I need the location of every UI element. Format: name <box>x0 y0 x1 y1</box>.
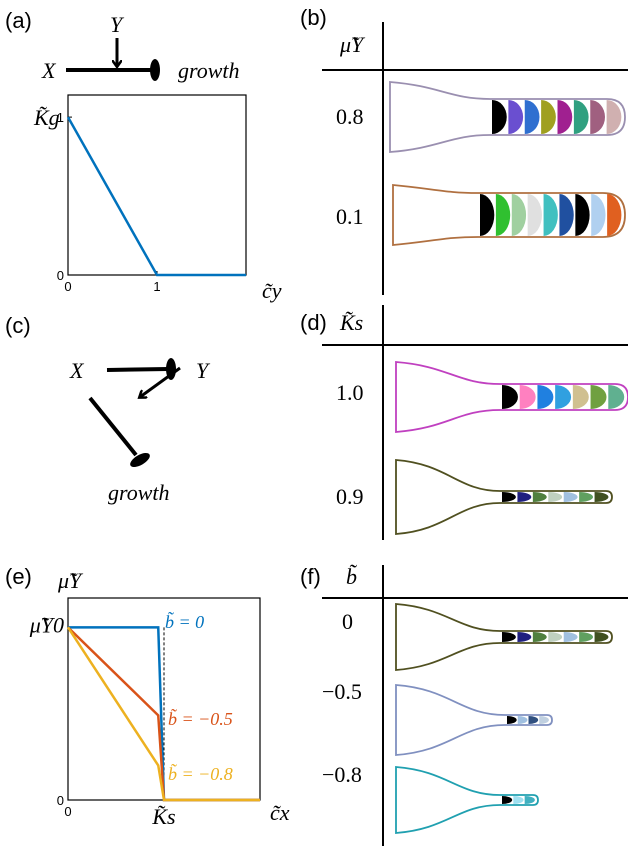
colony-band <box>608 385 625 409</box>
panel-label: (f) <box>300 564 321 589</box>
colony-band <box>517 492 532 502</box>
colony-band <box>511 194 527 236</box>
x-tick-label: 1 <box>153 279 160 294</box>
colony-outline <box>395 684 553 756</box>
panel-label: (c) <box>5 313 31 338</box>
colony-band <box>502 632 516 642</box>
colony-band <box>539 716 549 724</box>
colony-band <box>524 100 540 134</box>
x-tick-label: K̃s <box>151 804 175 829</box>
colony-band <box>572 385 589 409</box>
x-tick-label: 0 <box>64 279 71 294</box>
column-header: μ̃Y <box>339 32 366 57</box>
colony-band <box>557 100 573 134</box>
colony-band <box>594 632 609 642</box>
colony-band <box>591 194 606 236</box>
colony-band <box>502 796 513 804</box>
colony-band <box>559 194 574 236</box>
row-label: 0 <box>342 609 353 634</box>
colony-band <box>517 716 528 724</box>
colony-band <box>532 492 547 502</box>
plot-frame <box>67 94 247 276</box>
colony-band <box>502 492 516 502</box>
series-label: b̃ = −0.5 <box>168 708 233 729</box>
colony-band <box>579 492 594 502</box>
inhibit-line <box>106 367 169 372</box>
x-axis-label: c̃y <box>262 278 282 303</box>
colony-band <box>590 100 605 134</box>
panel-label: (e) <box>5 564 32 589</box>
column-header: K̃s <box>339 310 363 335</box>
colony-band <box>555 385 572 409</box>
colony-band <box>563 632 578 642</box>
y-axis-label: K̃g <box>33 105 60 130</box>
colony-band <box>508 100 524 134</box>
x-axis-label: c̃x <box>270 800 290 825</box>
colony-band <box>590 385 607 409</box>
colony-band <box>517 632 532 642</box>
colony-band <box>563 492 578 502</box>
x-tick-label: 0 <box>64 804 71 819</box>
colony-band <box>543 194 558 236</box>
line <box>66 626 260 802</box>
colony-outline <box>389 81 626 153</box>
series-label: b̃ = 0 <box>165 611 204 632</box>
colony-band <box>594 492 609 502</box>
colony-band <box>492 100 507 134</box>
y-axis-label: μ̃Y <box>57 568 84 593</box>
node: X <box>69 358 85 383</box>
colony-band <box>513 796 524 804</box>
y-tick-label: 1 <box>57 110 64 125</box>
colony-band <box>548 632 563 642</box>
y-tick-label: 0 <box>57 268 64 283</box>
colony-band <box>502 385 518 409</box>
colony-band <box>541 100 556 134</box>
inhibit-head <box>150 59 160 81</box>
row-label: 0.1 <box>336 204 364 229</box>
colony-band <box>573 100 589 134</box>
y-tick-label: μ̃Y0 <box>29 612 64 637</box>
line <box>66 116 246 277</box>
colony-band <box>480 194 495 236</box>
colony-band <box>607 194 622 236</box>
node: growth <box>108 480 170 505</box>
panel-label: (b) <box>300 5 327 30</box>
inhibit-head <box>130 453 150 467</box>
row-label: 0.8 <box>336 104 364 129</box>
colony-band <box>524 796 535 804</box>
node: Y <box>110 12 125 37</box>
node: X <box>41 58 57 83</box>
y-tick-label: 0 <box>57 793 64 808</box>
panel-label: (d) <box>300 310 327 335</box>
series-label: b̃ = −0.8 <box>168 763 233 784</box>
row-label: −0.8 <box>322 762 362 787</box>
colony-outline <box>395 766 539 834</box>
colony-band <box>527 194 542 236</box>
inhibit-line <box>88 396 138 457</box>
colony-band <box>548 492 563 502</box>
node: Y <box>196 358 211 383</box>
node: growth <box>178 58 240 83</box>
colony-band <box>537 385 554 409</box>
colony-band <box>606 100 622 134</box>
colony-band <box>528 716 539 724</box>
colony-band <box>495 194 511 236</box>
panel-label: (a) <box>5 8 32 33</box>
column-header: b̃ <box>346 564 357 589</box>
colony-band <box>575 194 590 236</box>
row-label: −0.5 <box>322 679 362 704</box>
row-label: 1.0 <box>336 380 364 405</box>
colony-band <box>532 632 547 642</box>
colony-band <box>579 632 594 642</box>
colony-band <box>519 385 536 409</box>
row-label: 0.9 <box>336 484 364 509</box>
colony-band <box>507 716 517 724</box>
arrow <box>140 366 181 397</box>
